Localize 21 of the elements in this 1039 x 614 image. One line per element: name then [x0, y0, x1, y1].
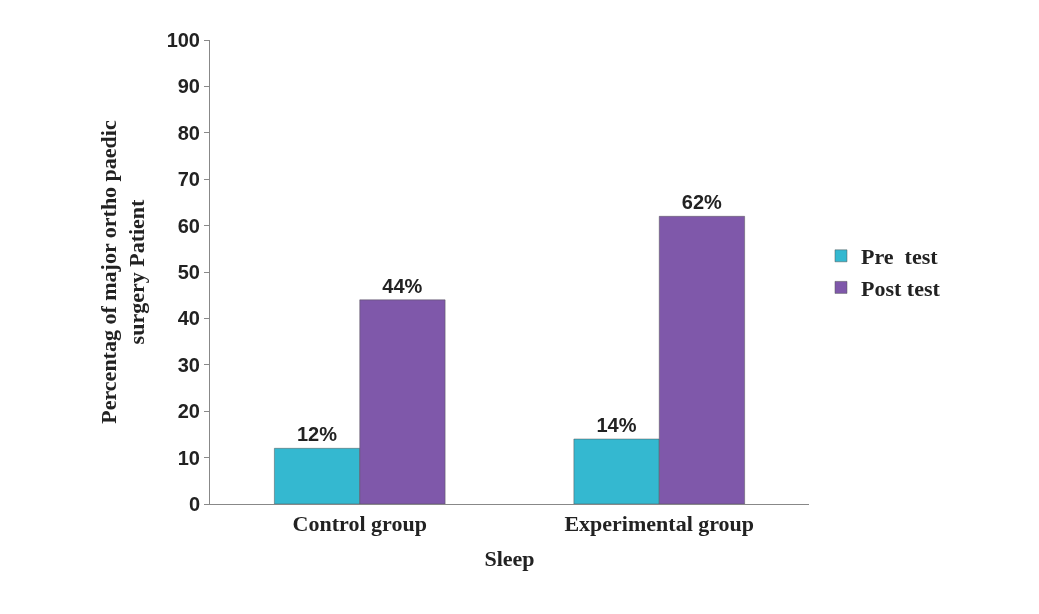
y-tick-label: 70 — [177, 168, 200, 191]
y-tick-label: 0 — [188, 493, 200, 515]
x-axis-title: Sleep — [484, 546, 535, 572]
y-tick-label: 60 — [177, 214, 200, 237]
legend-label: Pre test — [860, 244, 939, 270]
legend-label: Post test — [860, 275, 941, 301]
x-tick-label: Experimental group — [564, 511, 755, 537]
data-label: 14% — [596, 414, 637, 437]
y-tick-label: 40 — [177, 307, 200, 330]
y-tick-label: 90 — [177, 75, 200, 98]
y-tick-label: 10 — [177, 446, 200, 469]
data-label: 62% — [681, 191, 723, 214]
y-tick-label: 100 — [166, 29, 200, 51]
data-label: 12% — [296, 423, 338, 446]
y-tick-label: 80 — [177, 121, 200, 144]
y-tick-label: 20 — [177, 400, 200, 423]
y-tick-label: 50 — [177, 261, 200, 283]
y-tick-label: 30 — [177, 353, 200, 376]
y-axis-title: Percentag of major ortho paedic surgery Patient — [95, 120, 150, 424]
x-tick-label: Control group — [292, 511, 427, 537]
data-label: 44% — [382, 274, 423, 297]
